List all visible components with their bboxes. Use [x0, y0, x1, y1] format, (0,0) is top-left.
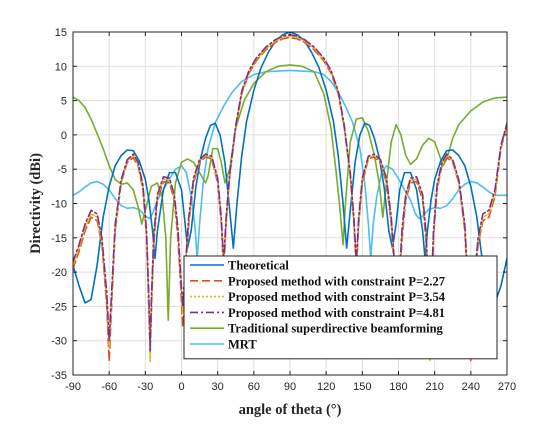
y-tick-label: -30 — [51, 336, 67, 348]
y-axis-label: Directivity (dBi) — [28, 153, 44, 254]
y-tick-label: -35 — [51, 370, 67, 382]
x-tick-label: 150 — [353, 381, 371, 393]
legend-label-mrt: MRT — [228, 338, 257, 352]
x-tick-label: 240 — [462, 381, 480, 393]
y-tick-label: 0 — [61, 130, 67, 142]
y-tick-label: -20 — [51, 267, 67, 279]
series-line-traditional-superdirective-beamforming — [73, 64, 507, 321]
legend-box — [183, 255, 498, 360]
y-tick-label: 10 — [55, 61, 67, 73]
x-tick-label: 60 — [248, 381, 260, 393]
x-tick-label: 180 — [389, 381, 407, 393]
x-tick-label: 30 — [212, 381, 224, 393]
legend-label-traditional-superdirective-beamforming: Traditional superdirective beamforming — [228, 322, 444, 336]
y-tick-label: 15 — [55, 27, 67, 39]
y-tick-label: 5 — [61, 96, 67, 108]
axis-ticks: -90 -60 -30 0 30 60 90 120 150 180 210 240 270-35-30… — [51, 27, 516, 393]
y-tick-label: -15 — [51, 233, 67, 245]
x-tick-label: 120 — [317, 381, 335, 393]
x-tick-label: 210 — [425, 381, 443, 393]
series-line-theoretical — [73, 32, 507, 304]
x-tick-label: -90 — [65, 381, 81, 393]
y-tick-label: -5 — [57, 164, 67, 176]
x-tick-label: 90 — [284, 381, 296, 393]
y-tick-label: -25 — [51, 301, 67, 313]
x-tick-label: -30 — [137, 381, 153, 393]
y-tick-label: -10 — [51, 199, 67, 211]
legend-label-proposed-method-with-constraint-p-3-54: Proposed method with constraint P=3.54 — [228, 290, 446, 304]
legend-label-proposed-method-with-constraint-p-2-27: Proposed method with constraint P=2.27 — [228, 274, 445, 288]
legend-label-proposed-method-with-constraint-p-4-81: Proposed method with constraint P=4.81 — [228, 306, 445, 320]
series-line-mrt — [73, 69, 507, 260]
x-tick-label: 270 — [498, 381, 516, 393]
x-axis-label: angle of theta (°) — [239, 402, 342, 418]
legend-label-theoretical: Theoretical — [228, 259, 289, 273]
x-tick-label: -60 — [101, 381, 117, 393]
x-tick-label: 0 — [178, 381, 184, 393]
